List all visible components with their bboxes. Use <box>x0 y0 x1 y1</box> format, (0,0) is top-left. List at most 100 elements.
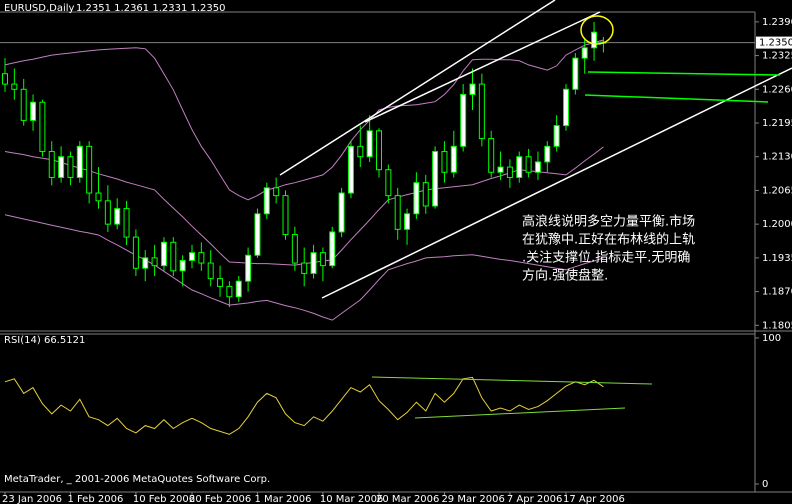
candle-body <box>460 93 467 147</box>
candle-body <box>413 182 420 215</box>
candle-body <box>347 145 354 194</box>
y-tick-label: 1.1870 <box>762 287 792 298</box>
candle-body <box>357 145 364 158</box>
y-tick-label: 1.2390 <box>762 17 792 28</box>
line <box>4 376 604 435</box>
candle-body <box>478 83 485 140</box>
candle-body <box>291 234 298 264</box>
x-tick-label: 1 Mar 2006 <box>254 494 311 504</box>
candle-body <box>581 47 588 59</box>
candle-body <box>20 88 27 121</box>
x-tick-label: 20 Feb 2006 <box>189 494 251 504</box>
candle-body <box>179 259 186 272</box>
trend-line <box>279 0 556 176</box>
trend-line <box>321 67 792 299</box>
candle-body <box>506 166 513 178</box>
candle-body <box>282 195 289 236</box>
x-tick-label: 23 Jan 2006 <box>2 494 62 504</box>
candle-body <box>30 101 37 121</box>
candle-body <box>254 213 261 256</box>
y-tick-label: 1.2065 <box>762 185 792 196</box>
candle-body <box>198 252 205 264</box>
y-tick-label: 1.1935 <box>762 253 792 264</box>
candle-body <box>544 145 551 163</box>
candle-body <box>217 278 224 287</box>
candle-body <box>67 156 74 178</box>
candle-body <box>338 192 345 233</box>
current-price-box <box>756 36 792 49</box>
candle-body <box>488 138 495 173</box>
candle-body <box>404 213 411 230</box>
candle-body <box>469 83 476 95</box>
y-tick-label: 0 <box>762 479 768 490</box>
candle-body <box>58 156 65 178</box>
candle-body <box>525 156 532 173</box>
line <box>4 214 604 321</box>
candle-body <box>170 241 177 272</box>
candle-body <box>572 57 579 90</box>
annotation: 高浪线说明多空力量平衡.市场 <box>522 214 695 230</box>
candle-body <box>534 161 541 173</box>
candle-body <box>151 257 158 267</box>
candle-body <box>329 231 336 267</box>
support-line <box>587 71 781 76</box>
marks: 1.2390 1.2325 1.2260 1.2195 1.2130 1.2065 1.20… <box>0 17 792 504</box>
candle-body <box>132 236 139 269</box>
candle-body <box>385 169 392 197</box>
candle-body <box>226 285 233 298</box>
candle-body <box>450 145 457 173</box>
candle-body <box>104 200 111 225</box>
x-tick-label: 29 Mar 2006 <box>441 494 504 504</box>
candle-body <box>432 151 439 207</box>
x-tick-label: 7 Apr 2006 <box>507 494 562 504</box>
rsi-trend-line <box>414 407 626 419</box>
copyright: MetaTrader, _ 2001-2006 MetaQuotes Softw… <box>4 474 270 485</box>
x-tick-label: 17 Apr 2006 <box>563 494 625 504</box>
candle-body <box>553 125 560 147</box>
candle-body <box>48 151 55 178</box>
line <box>4 39 604 201</box>
candle-body <box>563 88 569 127</box>
candle-body <box>123 208 130 238</box>
candle-body <box>207 262 214 280</box>
y-tick-label: 1.2130 <box>762 152 792 163</box>
y-tick-label: 100 <box>762 333 781 344</box>
highlight-ellipse <box>580 15 614 45</box>
candle-body <box>245 254 252 282</box>
y-tick-label: 1.1805 <box>762 320 792 331</box>
candle-body <box>86 145 93 194</box>
candle-body <box>441 151 448 173</box>
candle-body <box>366 130 373 158</box>
trend-line <box>364 11 601 123</box>
y-tick-label: 1.2325 <box>762 51 792 62</box>
candle-body <box>376 130 382 171</box>
candle-body <box>263 187 270 215</box>
annotation: 方向.强使盘整. <box>522 268 608 284</box>
candle-body <box>2 73 8 85</box>
candle-body <box>319 252 326 267</box>
candle-body <box>11 83 18 90</box>
candle-body <box>310 252 317 274</box>
candle-body <box>235 280 242 298</box>
x-tick-label: 10 Feb 2006 <box>133 494 195 504</box>
candle-body <box>591 31 598 49</box>
candle-body <box>394 195 401 230</box>
annotation: .关注支撑位.指标走平.无明确 <box>522 251 690 266</box>
candle-body <box>114 208 121 225</box>
rsi-trend-line <box>371 376 653 385</box>
y-tick-label: 1.2000 <box>762 219 792 230</box>
candle-body <box>189 252 195 261</box>
candle-body <box>516 156 523 178</box>
current-price-label: 1.2350 <box>759 38 792 49</box>
candle-body <box>497 166 504 173</box>
candle-body <box>160 241 167 267</box>
candle-body <box>422 182 429 207</box>
candle-body <box>95 192 102 202</box>
x-tick-label: 10 Mar 2006 <box>320 494 383 504</box>
annotation: 在犹豫中.正好在布林线的上轨 <box>522 232 695 248</box>
candle-body <box>76 145 83 178</box>
support-line <box>584 94 769 103</box>
